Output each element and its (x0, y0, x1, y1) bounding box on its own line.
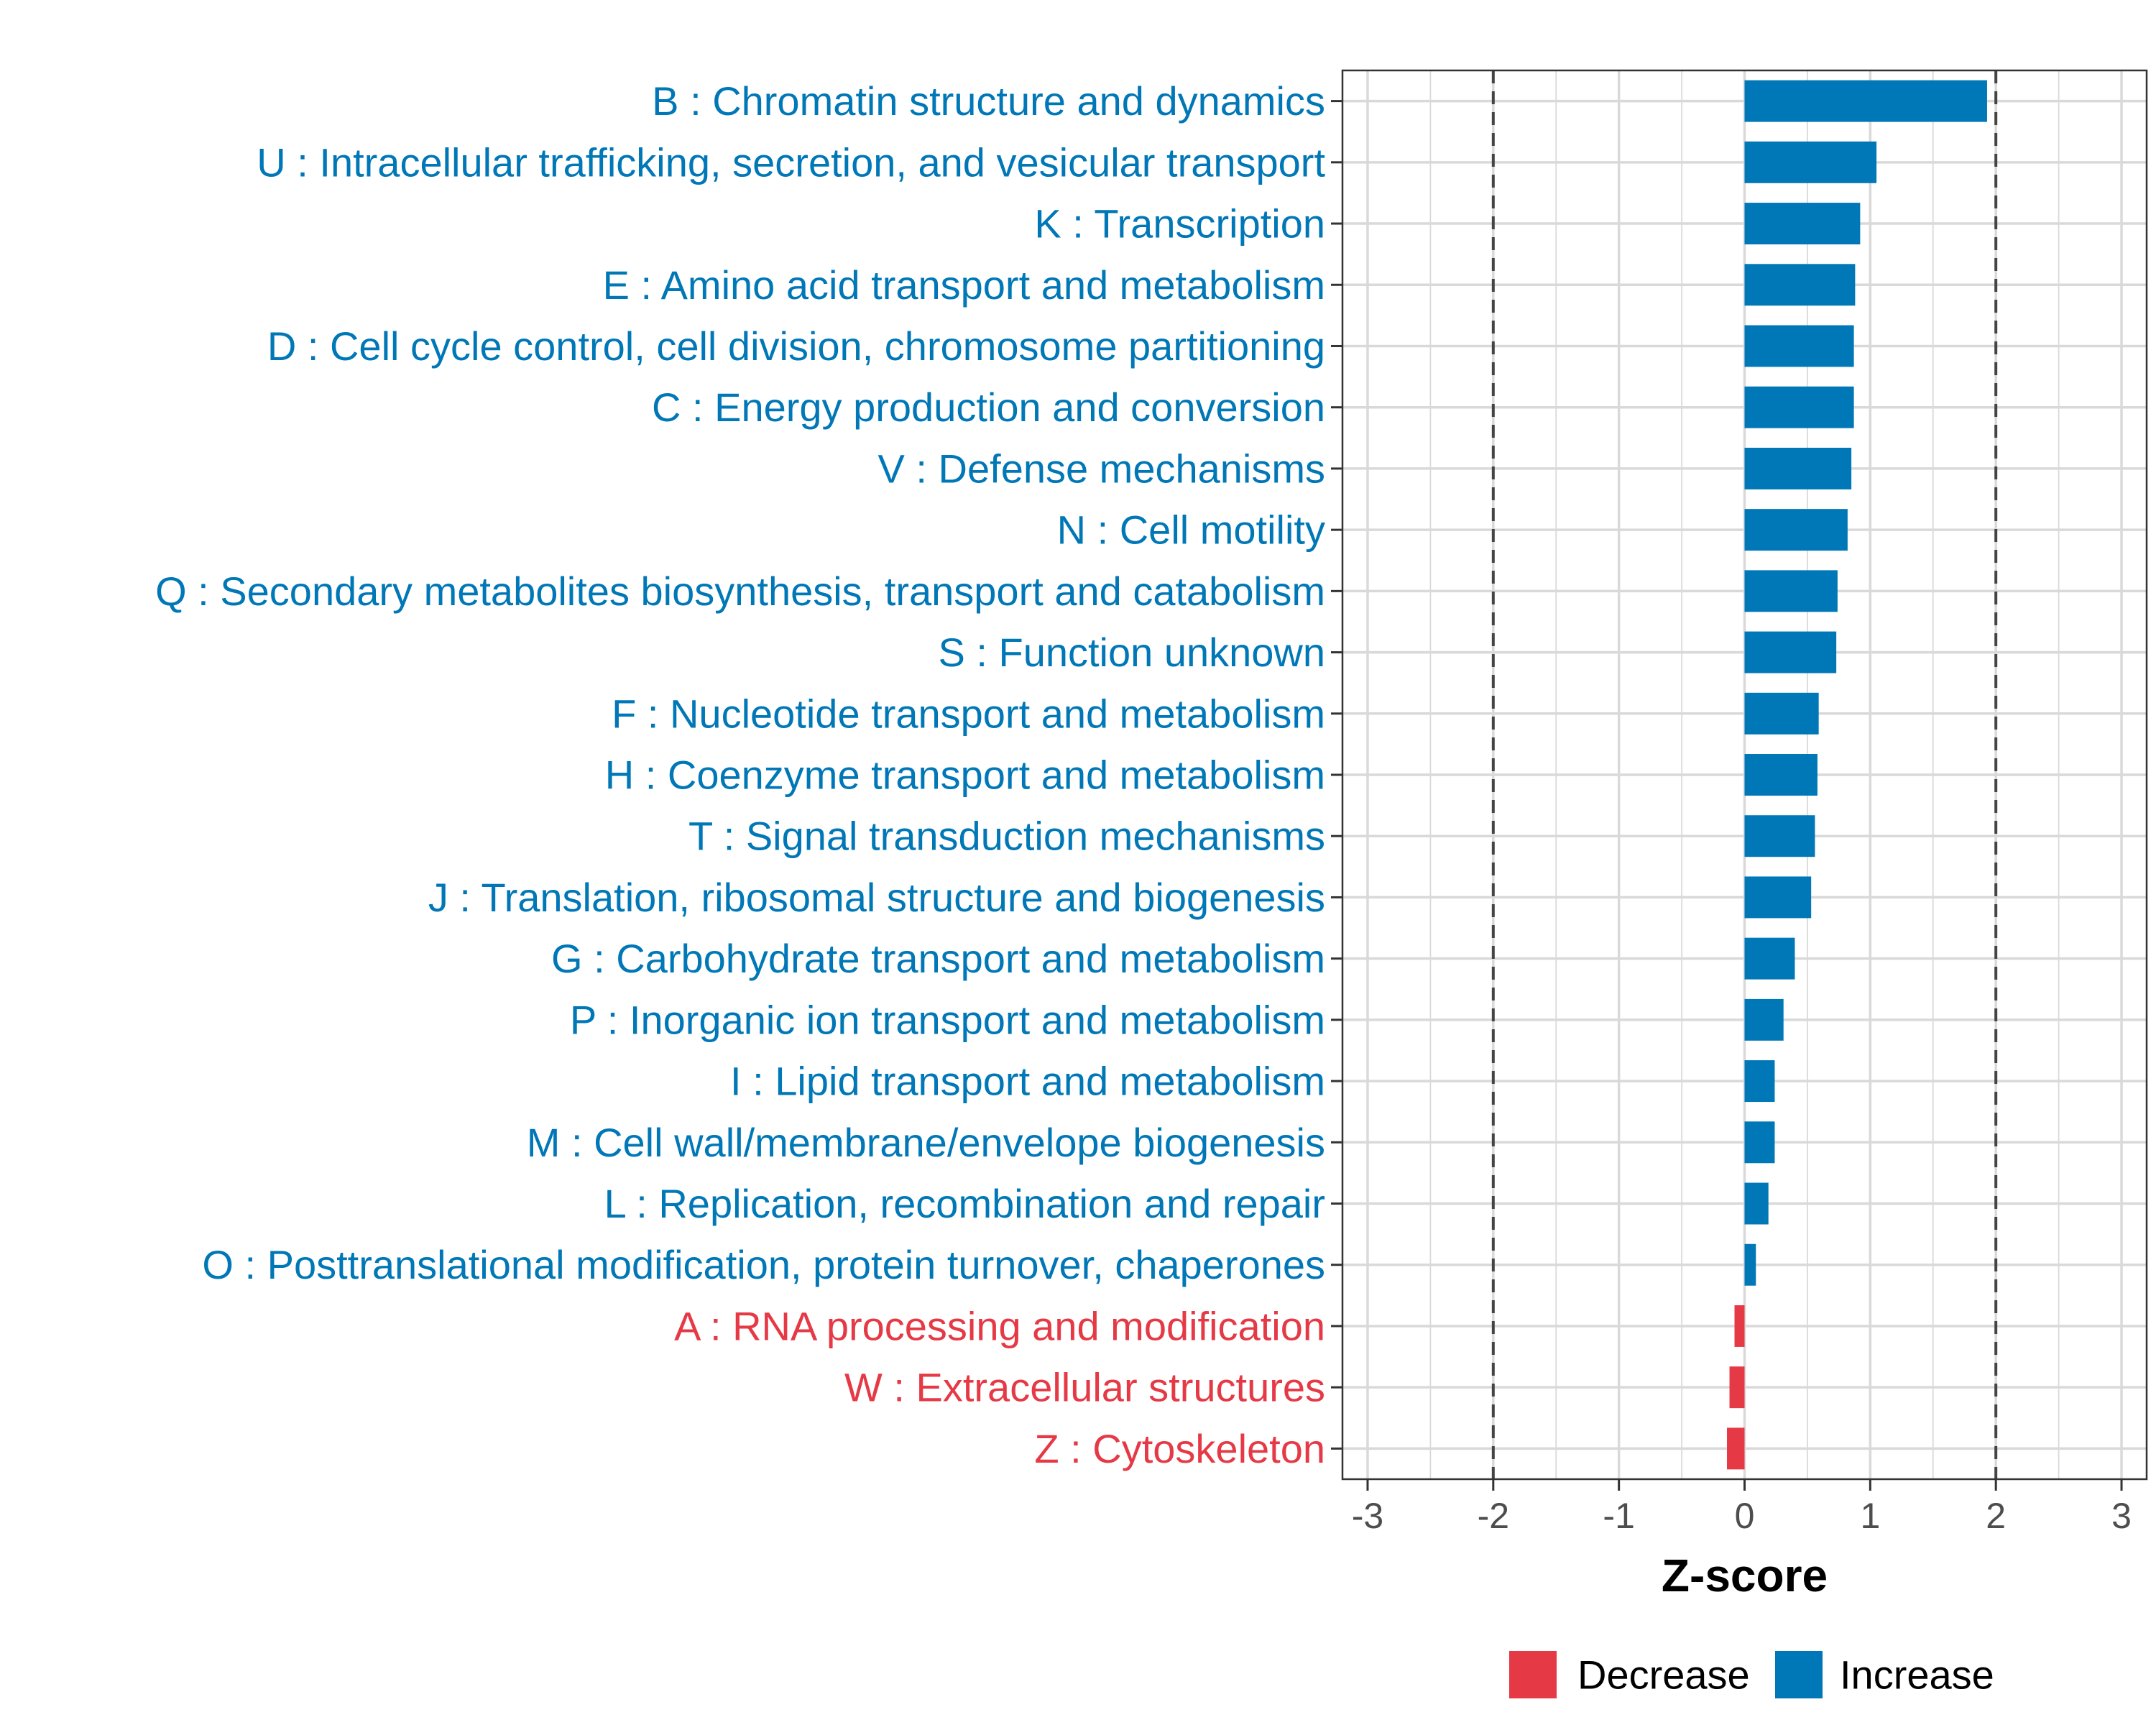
category-label: L : Replication, recombination and repai… (604, 1181, 1325, 1226)
bar-d (1744, 325, 1854, 367)
legend-swatch-increase (1775, 1651, 1823, 1698)
bar-l (1744, 1182, 1769, 1225)
y-axis-ticks (1331, 100, 1342, 1450)
x-tick-label: -1 (1603, 1496, 1634, 1536)
category-label: P : Inorganic ion transport and metaboli… (570, 997, 1325, 1042)
x-axis-ticks: -3 -2 -1 0 1 2 3 (1352, 1479, 2132, 1536)
category-label: E : Amino acid transport and metabolism (603, 262, 1325, 308)
bar-g (1744, 937, 1795, 980)
category-label: F : Nucleotide transport and metabolism (612, 691, 1325, 736)
x-tick-label: -3 (1352, 1496, 1383, 1536)
category-label: W : Extracellular structures (844, 1365, 1325, 1410)
x-tick-label: -2 (1478, 1496, 1509, 1536)
legend-label-decrease: Decrease (1577, 1652, 1750, 1698)
bar-o (1744, 1243, 1756, 1286)
bar-s (1744, 631, 1837, 673)
category-label: K : Transcription (1034, 201, 1325, 247)
bar-i (1744, 1060, 1775, 1103)
bar-f (1744, 692, 1819, 735)
bar-m (1744, 1121, 1775, 1164)
category-label: A : RNA processing and modification (674, 1303, 1325, 1348)
category-label: C : Energy production and conversion (652, 385, 1325, 430)
bar-w (1729, 1366, 1745, 1409)
category-label: Q : Secondary metabolites biosynthesis, … (155, 569, 1325, 614)
category-label: H : Coenzyme transport and metabolism (605, 753, 1325, 798)
bar-b (1744, 80, 1987, 122)
bars (1727, 80, 1987, 1470)
legend: Decrease Increase (1509, 1651, 1994, 1698)
reference-lines (1491, 70, 1998, 1479)
category-labels: B : Chromatin structure and dynamics U : … (155, 78, 1325, 1471)
bar-z (1727, 1427, 1745, 1470)
category-label: M : Cell wall/membrane/envelope biogenes… (527, 1120, 1325, 1165)
x-tick-label: 2 (1986, 1496, 2006, 1536)
legend-label-increase: Increase (1840, 1652, 1994, 1698)
category-label: B : Chromatin structure and dynamics (652, 78, 1325, 124)
category-label: T : Signal transduction mechanisms (688, 814, 1325, 859)
bar-u (1744, 141, 1877, 183)
x-axis-title: Z-score (1662, 1550, 1828, 1601)
bar-n (1744, 509, 1848, 551)
category-label: S : Function unknown (938, 630, 1325, 675)
category-label: U : Intracellular trafficking, secretion… (257, 139, 1325, 185)
bar-v (1744, 447, 1852, 489)
bar-j (1744, 876, 1812, 919)
bar-t (1744, 815, 1815, 857)
bar-h (1744, 754, 1818, 796)
category-label: I : Lipid transport and metabolism (730, 1059, 1325, 1104)
legend-swatch-decrease (1509, 1651, 1557, 1698)
category-label: O : Posttranslational modification, prot… (202, 1242, 1325, 1287)
x-tick-label: 3 (2111, 1496, 2132, 1536)
category-label: Z : Cytoskeleton (1034, 1426, 1325, 1471)
category-label: D : Cell cycle control, cell division, c… (267, 323, 1325, 369)
bar-p (1744, 998, 1784, 1041)
bar-c (1744, 386, 1854, 428)
bar-e (1744, 264, 1856, 306)
category-label: J : Translation, ribosomal structure and… (428, 875, 1325, 920)
category-label: V : Defense mechanisms (878, 446, 1325, 491)
x-tick-label: 1 (1860, 1496, 1880, 1536)
category-label: N : Cell motility (1057, 507, 1325, 553)
bar-k (1744, 203, 1861, 245)
category-label: G : Carbohydrate transport and metabolis… (551, 936, 1325, 981)
bar-q (1744, 570, 1838, 612)
bar-a (1734, 1305, 1745, 1347)
x-tick-label: 0 (1735, 1496, 1755, 1536)
